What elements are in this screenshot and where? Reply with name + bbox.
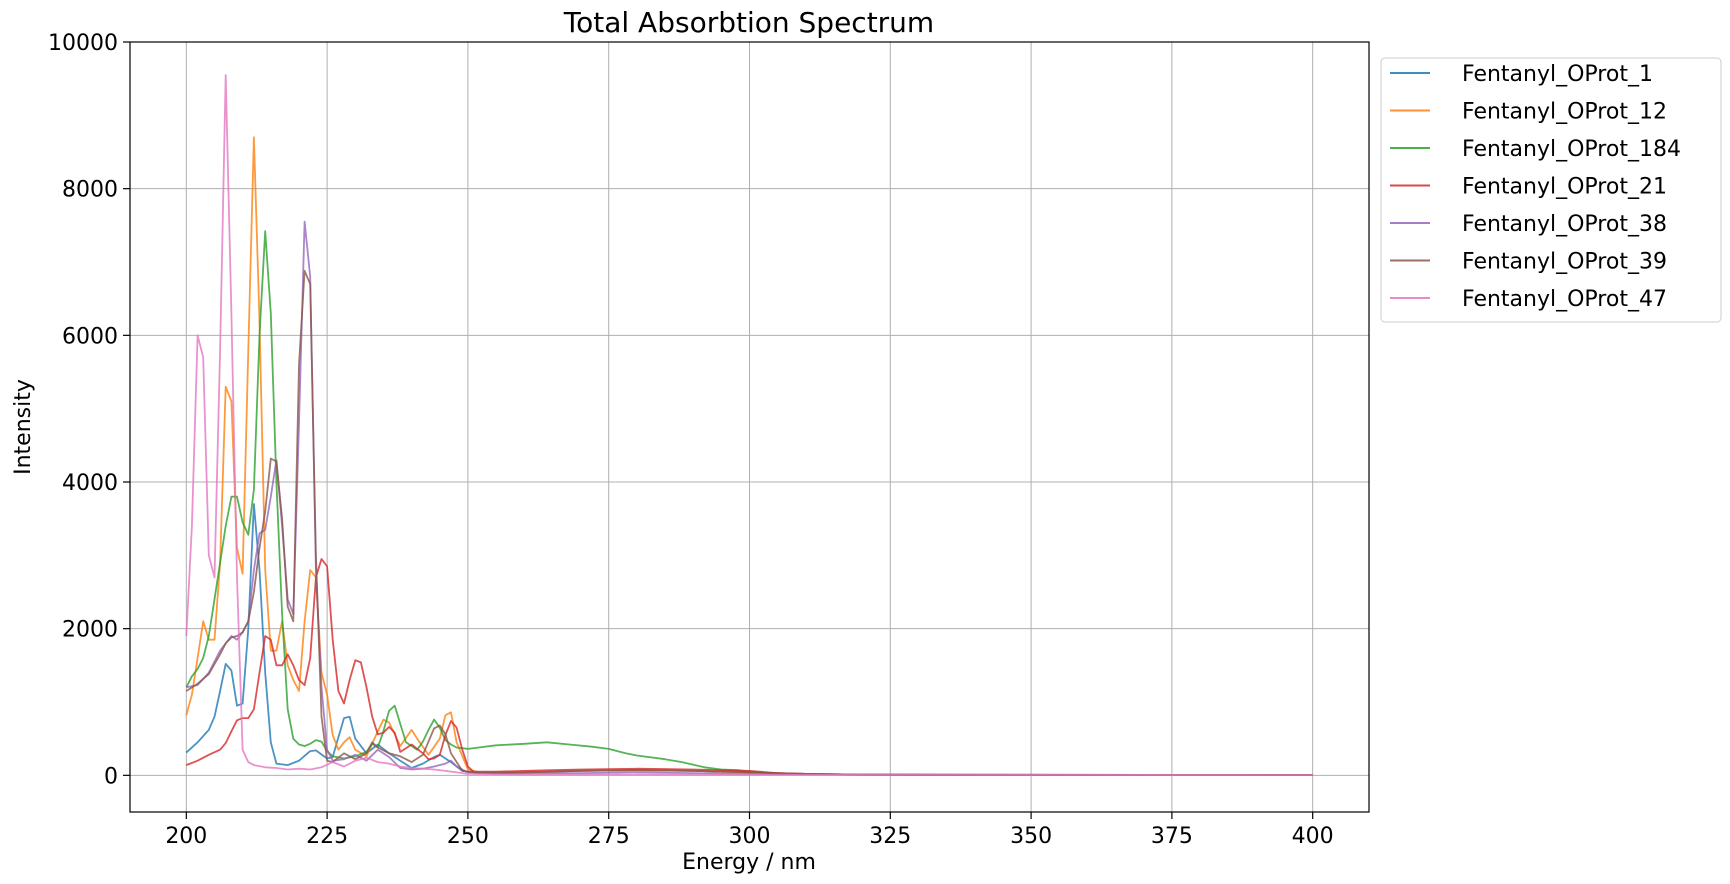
x-tick-label: 400: [1292, 824, 1334, 849]
legend-label: Fentanyl_OProt_39: [1462, 250, 1667, 275]
x-tick-label: 250: [447, 824, 489, 849]
legend-label: Fentanyl_OProt_47: [1462, 287, 1667, 312]
y-tick-label: 8000: [62, 178, 118, 203]
x-tick-label: 375: [1151, 824, 1193, 849]
x-tick-label: 325: [869, 824, 911, 849]
series-line-fentanyl-oprot-21: [185, 558, 1313, 776]
legend-label: Fentanyl_OProt_184: [1462, 137, 1681, 162]
series-line-fentanyl-oprot-184: [185, 230, 1313, 776]
legend-label: Fentanyl_OProt_1: [1462, 62, 1653, 87]
axis-ticks: 200 225 250 275 300 325 350 375 4000200040006000…: [48, 31, 1334, 849]
legend-label: Fentanyl_OProt_21: [1462, 175, 1667, 200]
x-tick-label: 225: [306, 824, 348, 849]
legend-label: Fentanyl_OProt_38: [1462, 212, 1667, 237]
legend: Fentanyl_OProt_1 Fentanyl_OProt_12 Fentany…: [1380, 57, 1722, 323]
x-axis-label: Energy / nm: [682, 850, 816, 875]
y-tick-label: 2000: [62, 618, 118, 643]
y-tick-label: 0: [104, 764, 118, 789]
x-tick-label: 350: [1010, 824, 1052, 849]
y-tick-label: 6000: [62, 324, 118, 349]
y-axis-label: Intensity: [11, 379, 36, 475]
legend-box: [1380, 57, 1722, 323]
x-tick-label: 275: [588, 824, 630, 849]
series-lines: [185, 74, 1313, 776]
x-tick-label: 300: [729, 824, 771, 849]
y-tick-label: 4000: [62, 471, 118, 496]
y-tick-label: 10000: [48, 31, 118, 56]
legend-label: Fentanyl_OProt_12: [1462, 100, 1667, 125]
x-tick-label: 200: [165, 824, 207, 849]
chart-title: Total Absorbtion Spectrum: [563, 6, 934, 39]
series-line-fentanyl-oprot-47: [185, 74, 1313, 776]
